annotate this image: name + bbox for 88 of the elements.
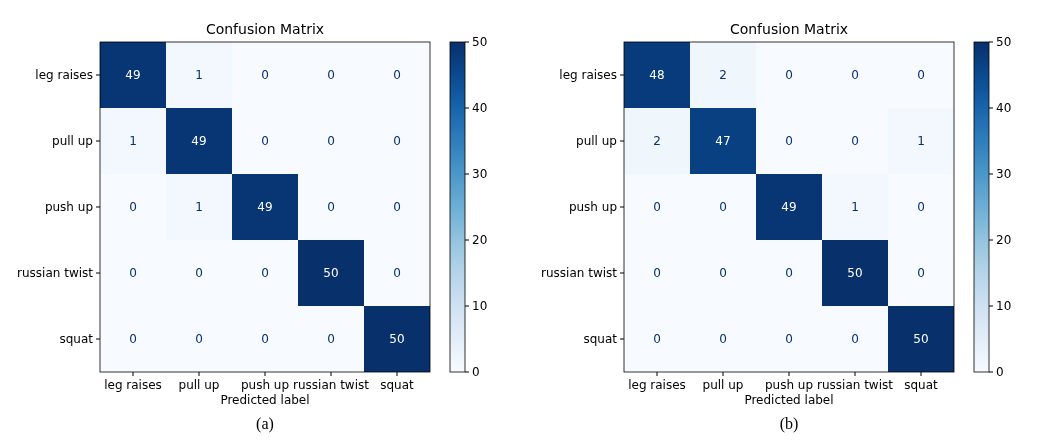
data-label: 0 [851,134,859,149]
data-label: 0 [785,134,793,149]
y-tick-label: pull up [52,134,93,149]
data-label: 0 [393,68,401,83]
color-bar-label: 20 [472,233,488,248]
color-bar-label: 10 [996,299,1012,314]
data-label: 0 [917,68,925,83]
chart-title: Confusion Matrix [729,21,849,37]
data-label: 0 [851,332,859,347]
x-tick-label: russian twist [293,378,370,392]
data-label: 0 [393,200,401,215]
y-tick-label: leg raises [35,68,93,83]
data-label: 0 [261,68,269,83]
color-bar-label: 30 [996,167,1012,182]
color-bar-label: 10 [472,299,488,314]
color-bar-label: 50 [996,35,1012,50]
color-bar-label: 40 [472,101,488,116]
data-label: 0 [261,134,269,149]
data-label: 0 [653,332,661,347]
data-label: 0 [719,332,727,347]
data-label: 0 [129,266,137,281]
x-tick-label: squat [380,378,415,392]
data-label: 0 [261,266,269,281]
color-bar-label: 40 [996,101,1012,116]
color-bar-label: 30 [472,167,488,182]
y-tick-label: squat [583,332,618,347]
data-label: 0 [327,332,335,347]
x-axis-title: Predicted label [744,393,834,407]
data-label: 1 [851,200,859,215]
data-label: 49 [781,200,797,215]
data-label: 47 [715,134,731,149]
x-tick-label: russian twist [817,378,894,392]
text: (b) [779,415,799,433]
x-axis-title: Predicted label [220,393,310,407]
data-label: 0 [129,332,137,347]
data-label: 2 [653,134,661,149]
data-label: 48 [649,68,665,83]
y-tick-label: squat [59,332,94,347]
data-label: 0 [851,68,859,83]
data-label: 49 [257,200,273,215]
data-label: 1 [917,134,925,149]
y-tick-label: leg raises [559,68,617,83]
data-label: 0 [917,266,925,281]
data-label: 0 [785,68,793,83]
data-label: 1 [195,68,203,83]
data-label: 1 [129,134,137,149]
text: (a) [256,415,274,433]
data-label: 0 [393,134,401,149]
data-label: 0 [327,134,335,149]
data-label: 50 [323,266,339,281]
color-bar-label: 0 [996,365,1004,380]
data-label: 50 [847,266,863,281]
data-label: 0 [195,332,203,347]
data-label: 2 [719,68,727,83]
data-label: 0 [785,332,793,347]
data-label: 50 [389,332,405,347]
data-label: 0 [653,200,661,215]
data-label: 50 [913,332,929,347]
x-tick-label: squat [904,378,939,392]
data-label: 0 [327,68,335,83]
data-label: 0 [785,266,793,281]
data-label: 0 [327,200,335,215]
y-tick-label: push up [568,200,617,215]
x-tick-label: pull up [178,378,220,392]
data-label: 1 [195,200,203,215]
data-label: 0 [719,200,727,215]
color-bar-label: 0 [472,365,480,380]
y-tick-label: russian twist [17,266,94,281]
chart-title: Confusion Matrix [205,21,325,37]
y-tick-label: pull up [576,134,617,149]
data-label: 49 [191,134,207,149]
y-tick-label: push up [44,200,93,215]
data-label: 0 [917,200,925,215]
data-label: 0 [129,200,137,215]
x-tick-label: push up [240,378,290,392]
data-label: 0 [393,266,401,281]
x-tick-label: leg raises [628,378,686,392]
data-label: 0 [195,266,203,281]
x-tick-label: pull up [702,378,744,392]
color-bar-label: 50 [472,35,488,50]
x-tick-label: push up [764,378,814,392]
color-bar-label: 20 [996,233,1012,248]
data-label: 0 [261,332,269,347]
data-label: 0 [719,266,727,281]
x-tick-label: leg raises [104,378,162,392]
y-tick-label: russian twist [541,266,618,281]
data-label: 49 [125,68,141,83]
data-label: 0 [653,266,661,281]
